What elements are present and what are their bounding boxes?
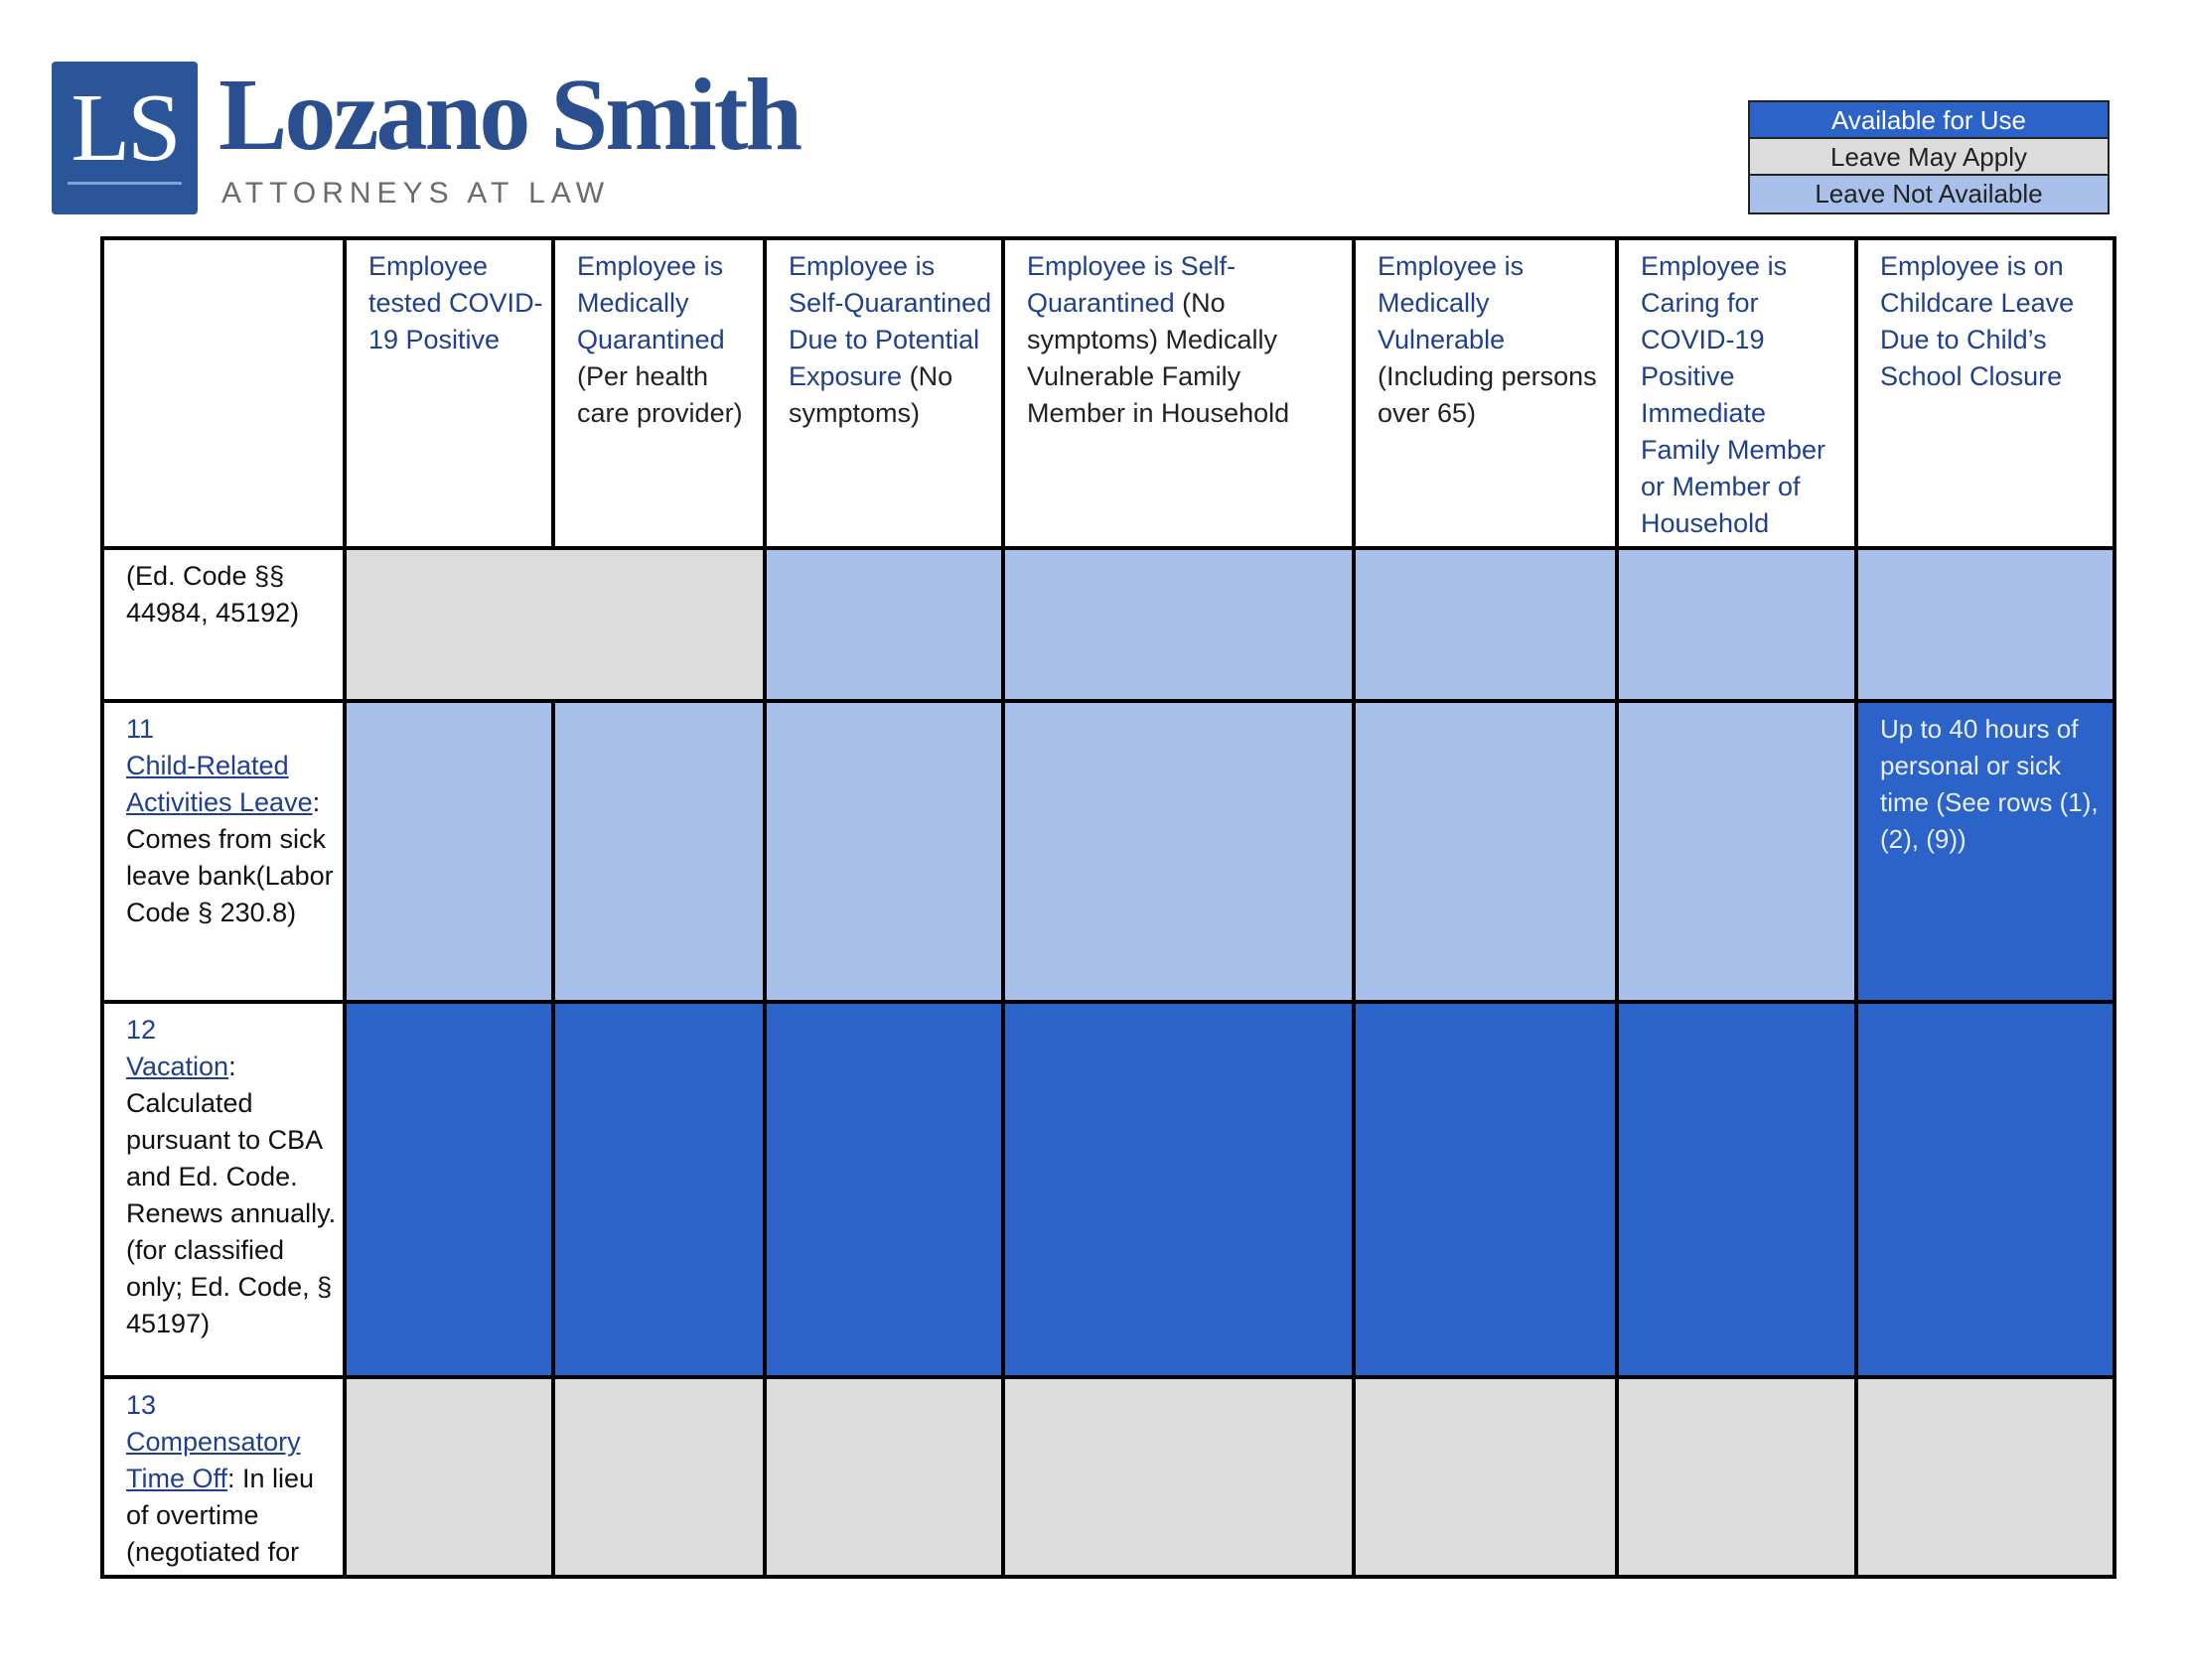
cell-not-available [343, 699, 555, 1004]
cell-may-apply [1854, 1375, 2116, 1579]
cell-may-apply [1001, 1375, 1356, 1579]
legend-not-available: Leave Not Available [1750, 176, 2108, 212]
cell-not-available [1352, 699, 1619, 1004]
logo-rule [68, 182, 182, 185]
cell-may-apply [343, 1375, 555, 1579]
cell-available: Up to 40 hours of personal or sick time … [1854, 699, 2116, 1004]
cell-not-available [1854, 546, 2116, 703]
column-header: Employee is Medically Vulnerable (Includ… [1352, 236, 1619, 550]
brand-tagline: ATTORNEYS AT LAW [221, 177, 611, 210]
column-header: Employee is Caring for COVID-19 Positive… [1615, 236, 1858, 550]
column-title: Employee is Self-Quarantined Due to Pote… [789, 251, 992, 391]
cell-available [1854, 1000, 2116, 1379]
cell-not-available [1615, 546, 1858, 703]
cell-may-apply [1352, 1375, 1619, 1579]
column-header: Employee is Medically Quarantined (Per h… [551, 236, 767, 550]
row-link[interactable]: Vacation [126, 1051, 229, 1081]
cell-available [343, 1000, 555, 1379]
table-row: 12 Vacation: Calculated pursuant to CBA … [100, 1000, 2116, 1379]
logo-initials: LS [71, 74, 181, 182]
cell-may-apply [551, 1375, 767, 1579]
cell-available [1615, 1000, 1858, 1379]
column-header: Employee is Self-Quarantined (No symptom… [1001, 236, 1356, 550]
column-title: Employee is Self-Quarantined [1027, 251, 1237, 318]
cell-not-available [763, 546, 1005, 703]
table-row: (Ed. Code §§ 44984, 45192) [100, 546, 2116, 703]
cell-not-available [1352, 546, 1619, 703]
cell-not-available [763, 699, 1005, 1004]
row-text: : In lieu of overtime (negotiated for [126, 1464, 315, 1567]
legend-may-apply: Leave May Apply [1750, 139, 2108, 176]
column-detail: (No symptoms) Medically Vulnerable Famil… [1027, 288, 1290, 428]
row-label: 11 Child-Related Activities Leave: Comes… [100, 699, 347, 1004]
row-link[interactable]: Child-Related Activities Leave [126, 751, 313, 817]
cell-available [1001, 1000, 1356, 1379]
logo-mark: LS [52, 62, 198, 214]
table-row: 11 Child-Related Activities Leave: Comes… [100, 699, 2116, 1004]
legend-available: Available for Use [1750, 102, 2108, 139]
brand-name: Lozano Smith [218, 58, 802, 172]
row-text: (Ed. Code §§ 44984, 45192) [126, 561, 300, 628]
cell-not-available [1001, 546, 1356, 703]
header-corner-cell [100, 236, 347, 550]
color-legend: Available for Use Leave May Apply Leave … [1748, 100, 2110, 214]
column-title: Employee is Caring for COVID-19 Positive… [1641, 251, 1826, 538]
column-header: Employee is on Childcare Leave Due to Ch… [1854, 236, 2116, 550]
row-label: (Ed. Code §§ 44984, 45192) [100, 546, 347, 703]
row-link[interactable]: Compensatory Time Off [126, 1427, 301, 1493]
column-header: Employee tested COVID-19 Positive [343, 236, 555, 550]
cell-may-apply [763, 1375, 1005, 1579]
leave-table: Employee tested COVID-19 Positive Employ… [100, 236, 2116, 1579]
column-title: Employee is Medically Vulnerable [1378, 251, 1525, 354]
cell-available [551, 1000, 767, 1379]
row-label: 12 Vacation: Calculated pursuant to CBA … [100, 1000, 347, 1379]
column-title: Employee is Medically Quarantined [577, 251, 725, 354]
cell-note: Up to 40 hours of personal or sick time … [1880, 714, 2099, 854]
header-row: Employee tested COVID-19 Positive Employ… [100, 236, 2116, 550]
cell-may-apply [343, 546, 767, 703]
row-label: 13 Compensatory Time Off: In lieu of ove… [100, 1375, 347, 1579]
cell-not-available [1001, 699, 1356, 1004]
table-row: 13 Compensatory Time Off: In lieu of ove… [100, 1375, 2116, 1579]
cell-may-apply [1615, 1375, 1858, 1579]
column-title: Employee tested COVID-19 Positive [368, 251, 543, 354]
column-detail: (No symptoms) [789, 361, 953, 428]
cell-available [1352, 1000, 1619, 1379]
column-title: Employee is on Childcare Leave Due to Ch… [1880, 251, 2075, 391]
cell-not-available [1615, 699, 1858, 1004]
row-number: 11 [126, 714, 155, 744]
column-detail: (Including persons over 65) [1378, 361, 1597, 428]
cell-not-available [551, 699, 767, 1004]
row-number: 12 [126, 1015, 157, 1045]
row-text: : Calculated pursuant to CBA and Ed. Cod… [126, 1051, 337, 1338]
column-detail: (Per health care provider) [577, 361, 743, 428]
row-number: 13 [126, 1390, 157, 1420]
cell-available [763, 1000, 1005, 1379]
column-header: Employee is Self-Quarantined Due to Pote… [763, 236, 1005, 550]
row-text: : Comes from sick leave bank(Labor Code … [126, 787, 334, 927]
